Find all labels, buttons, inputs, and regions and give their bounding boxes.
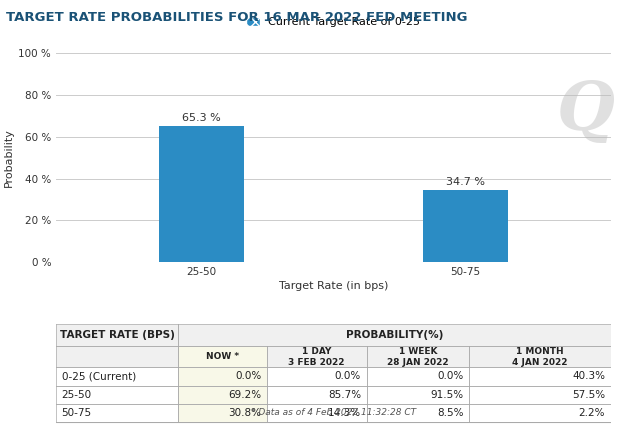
Y-axis label: Probability: Probability <box>4 128 14 187</box>
FancyBboxPatch shape <box>56 404 178 422</box>
FancyBboxPatch shape <box>267 385 366 404</box>
FancyBboxPatch shape <box>178 385 267 404</box>
Text: 0.0%: 0.0% <box>437 371 464 381</box>
FancyBboxPatch shape <box>56 324 178 347</box>
X-axis label: Target Rate (in bps): Target Rate (in bps) <box>278 281 388 292</box>
Text: * Data as of 4 Feb 2022 11:32:28 CT: * Data as of 4 Feb 2022 11:32:28 CT <box>250 408 416 417</box>
FancyBboxPatch shape <box>178 347 267 367</box>
FancyBboxPatch shape <box>469 367 611 385</box>
Legend: Current Target Rate of 0-25: Current Target Rate of 0-25 <box>242 12 425 32</box>
Text: 14.3%: 14.3% <box>328 408 361 418</box>
Text: 34.7 %: 34.7 % <box>446 177 485 187</box>
FancyBboxPatch shape <box>267 367 366 385</box>
FancyBboxPatch shape <box>56 324 611 422</box>
Text: TARGET RATE (BPS): TARGET RATE (BPS) <box>60 330 174 340</box>
Text: 65.3 %: 65.3 % <box>182 113 221 123</box>
Text: TARGET RATE PROBABILITIES FOR 16 MAR 2022 FED MEETING: TARGET RATE PROBABILITIES FOR 16 MAR 202… <box>6 11 468 24</box>
Text: 69.2%: 69.2% <box>228 390 261 400</box>
Text: 40.3%: 40.3% <box>572 371 605 381</box>
Text: Q: Q <box>556 79 614 144</box>
FancyBboxPatch shape <box>56 385 178 404</box>
Text: PROBABILITY(%): PROBABILITY(%) <box>346 330 443 340</box>
FancyBboxPatch shape <box>366 385 469 404</box>
Text: 91.5%: 91.5% <box>430 390 464 400</box>
Text: 0.0%: 0.0% <box>335 371 361 381</box>
FancyBboxPatch shape <box>178 404 267 422</box>
Text: 25-50: 25-50 <box>62 390 92 400</box>
FancyBboxPatch shape <box>56 347 178 367</box>
Text: 50-75: 50-75 <box>62 408 92 418</box>
Text: 1 WEEK
28 JAN 2022: 1 WEEK 28 JAN 2022 <box>387 347 449 366</box>
FancyBboxPatch shape <box>366 367 469 385</box>
Bar <box>159 126 244 262</box>
FancyBboxPatch shape <box>469 404 611 422</box>
Text: 57.5%: 57.5% <box>572 390 605 400</box>
Text: 0.0%: 0.0% <box>235 371 261 381</box>
FancyBboxPatch shape <box>56 367 178 385</box>
Text: 0-25 (Current): 0-25 (Current) <box>62 371 136 381</box>
Text: 8.5%: 8.5% <box>437 408 464 418</box>
FancyBboxPatch shape <box>366 404 469 422</box>
FancyBboxPatch shape <box>178 324 611 347</box>
FancyBboxPatch shape <box>267 404 366 422</box>
Text: 1 MONTH
4 JAN 2022: 1 MONTH 4 JAN 2022 <box>512 347 568 366</box>
Text: NOW *: NOW * <box>206 352 239 361</box>
Text: 30.8%: 30.8% <box>228 408 261 418</box>
FancyBboxPatch shape <box>178 367 267 385</box>
FancyBboxPatch shape <box>366 347 469 367</box>
Text: 85.7%: 85.7% <box>328 390 361 400</box>
FancyBboxPatch shape <box>267 347 366 367</box>
Bar <box>423 190 508 262</box>
FancyBboxPatch shape <box>469 385 611 404</box>
Text: 1 DAY
3 FEB 2022: 1 DAY 3 FEB 2022 <box>288 347 345 366</box>
Text: 2.2%: 2.2% <box>579 408 605 418</box>
FancyBboxPatch shape <box>469 347 611 367</box>
